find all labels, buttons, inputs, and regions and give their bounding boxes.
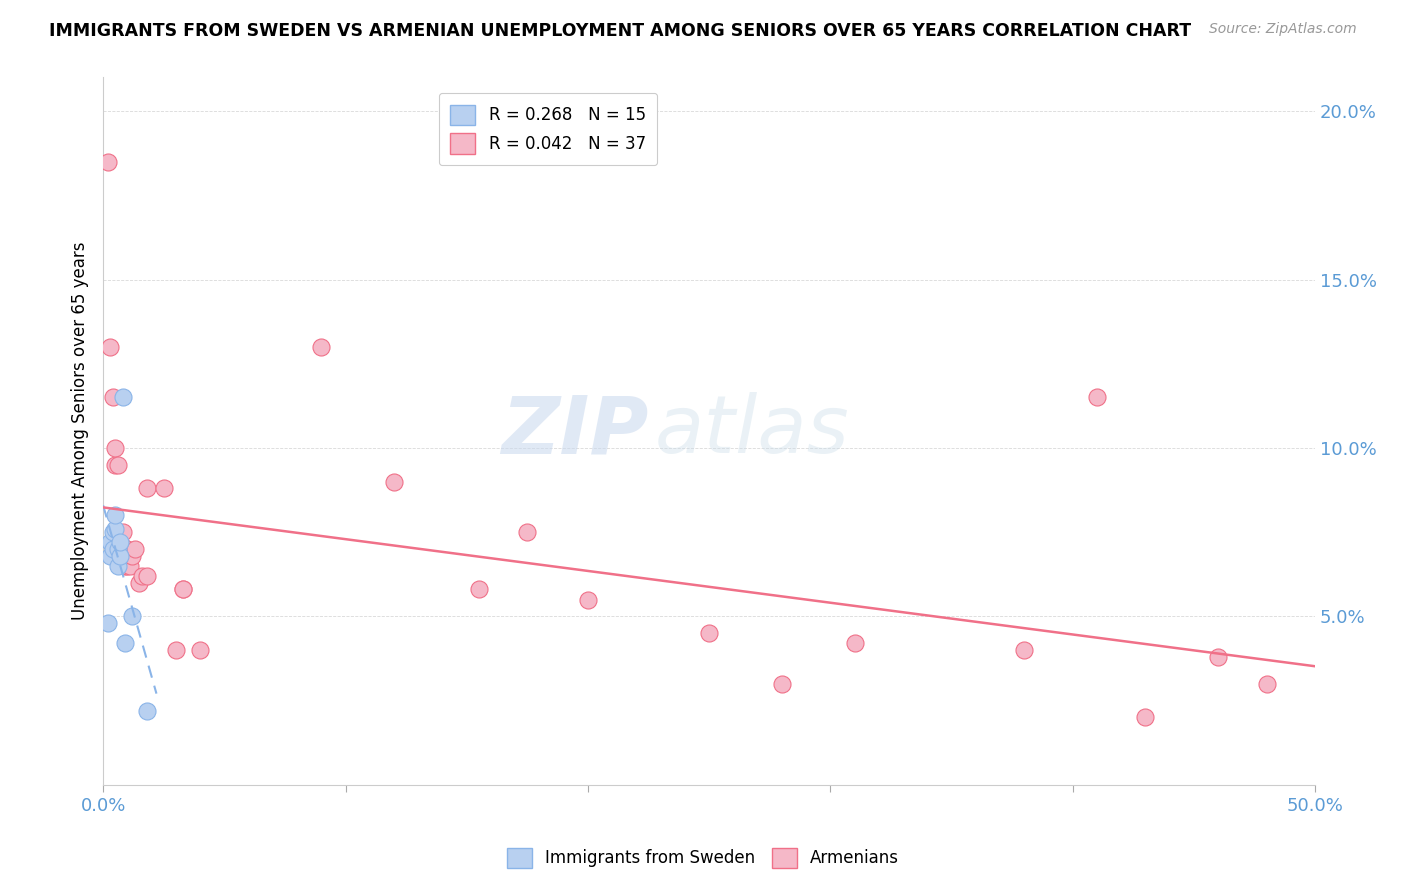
- Text: atlas: atlas: [655, 392, 849, 470]
- Legend: Immigrants from Sweden, Armenians: Immigrants from Sweden, Armenians: [501, 841, 905, 875]
- Point: [97, 616, 120, 631]
- Point: [101, 391, 124, 405]
- Point: [107, 558, 129, 573]
- Point: [111, 391, 134, 405]
- Point: [382, 475, 405, 489]
- Point: [1085, 391, 1108, 405]
- Point: [128, 575, 150, 590]
- Point: [108, 549, 131, 563]
- Point: [108, 549, 131, 563]
- Text: Source: ZipAtlas.com: Source: ZipAtlas.com: [1209, 22, 1357, 37]
- Point: [97, 154, 120, 169]
- Point: [172, 582, 194, 597]
- Point: [135, 481, 157, 495]
- Point: [172, 582, 194, 597]
- Point: [118, 558, 141, 573]
- Point: [108, 535, 131, 549]
- Point: [104, 441, 127, 455]
- Point: [104, 508, 127, 523]
- Point: [311, 340, 333, 354]
- Point: [111, 525, 134, 540]
- Point: [131, 569, 153, 583]
- Point: [468, 582, 491, 597]
- Point: [1256, 676, 1278, 690]
- Point: [121, 609, 143, 624]
- Point: [114, 558, 136, 573]
- Point: [165, 643, 187, 657]
- Point: [770, 676, 793, 690]
- Point: [697, 626, 720, 640]
- Point: [1135, 710, 1157, 724]
- Point: [117, 541, 139, 556]
- Point: [100, 340, 122, 354]
- Point: [101, 525, 124, 540]
- Point: [114, 636, 136, 650]
- Point: [1206, 649, 1229, 664]
- Text: ZIP: ZIP: [501, 392, 648, 470]
- Point: [516, 525, 538, 540]
- Point: [124, 541, 146, 556]
- Point: [107, 541, 129, 556]
- Text: IMMIGRANTS FROM SWEDEN VS ARMENIAN UNEMPLOYMENT AMONG SENIORS OVER 65 YEARS CORR: IMMIGRANTS FROM SWEDEN VS ARMENIAN UNEMP…: [49, 22, 1191, 40]
- Point: [107, 458, 129, 472]
- Y-axis label: Unemployment Among Seniors over 65 years: Unemployment Among Seniors over 65 years: [72, 242, 89, 620]
- Point: [100, 535, 122, 549]
- Point: [108, 535, 131, 549]
- Point: [1012, 643, 1035, 657]
- Point: [117, 558, 139, 573]
- Point: [104, 458, 127, 472]
- Point: [121, 549, 143, 563]
- Point: [576, 592, 599, 607]
- Point: [104, 522, 127, 536]
- Point: [135, 569, 157, 583]
- Legend: R = 0.268   N = 15, R = 0.042   N = 37: R = 0.268 N = 15, R = 0.042 N = 37: [439, 93, 658, 165]
- Point: [844, 636, 866, 650]
- Point: [135, 704, 157, 718]
- Point: [152, 481, 174, 495]
- Point: [188, 643, 211, 657]
- Point: [101, 541, 124, 556]
- Point: [100, 549, 122, 563]
